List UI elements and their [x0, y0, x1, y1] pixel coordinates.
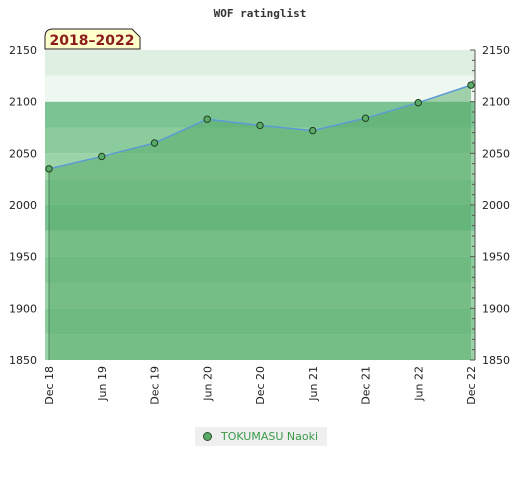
y-tick-label-right: 2000 [482, 199, 510, 212]
legend-marker-icon [203, 432, 212, 441]
y-tick-label-right: 1950 [482, 251, 510, 264]
y-tick-label-right: 1850 [482, 354, 510, 367]
data-point [203, 115, 211, 123]
y-axis-left: 1850 1900 1950 2000 2050 2100 2150 [9, 44, 37, 367]
period-badge-text: 2018–2022 [50, 33, 135, 49]
data-point [361, 114, 370, 122]
y-tick-label-left: 2000 [9, 199, 37, 212]
data-point [45, 165, 53, 173]
x-tick-label: Jun 20 [201, 366, 214, 402]
y-tick-label-right: 1900 [482, 302, 510, 315]
data-points [45, 81, 475, 173]
x-tick-label: Dec 22 [465, 366, 478, 405]
rating-area-fill [49, 85, 471, 360]
x-tick-label: Dec 21 [360, 366, 373, 405]
x-tick-label: Dec 18 [43, 366, 56, 405]
x-tick-label: Jun 22 [412, 366, 425, 402]
x-tick-label: Jun 21 [307, 366, 320, 402]
legend: TOKUMASU Naoki [195, 427, 327, 446]
y-tick-label-left: 2050 [9, 147, 37, 160]
data-point [256, 121, 264, 130]
x-tick-label: Dec 20 [254, 366, 267, 405]
y-tick-label-left: 2100 [9, 96, 37, 109]
y-tick-label-right: 2050 [482, 147, 510, 160]
x-tick-label: Dec 19 [149, 366, 162, 405]
data-point [98, 152, 106, 161]
y-tick-label-left: 1900 [9, 302, 37, 315]
data-point [309, 126, 317, 135]
y-tick-label-left: 1950 [9, 251, 37, 264]
data-point [467, 81, 475, 89]
x-tick-label: Jun 19 [96, 366, 109, 402]
y-axis-right: 1850 1900 1950 2000 2050 2100 2150 [470, 44, 510, 367]
legend-label: TOKUMASU Naoki [221, 430, 319, 443]
chart-title: WOF ratinglist [214, 7, 307, 20]
period-badge: 2018–2022 [44, 28, 141, 50]
x-axis: Dec 18 Jun 19 Dec 19 Jun 20 Dec 20 Jun 21 Dec … [43, 366, 478, 405]
y-tick-label-right: 2150 [482, 44, 510, 57]
background-band [45, 50, 475, 76]
y-tick-label-left: 2150 [9, 44, 37, 57]
data-point [414, 99, 422, 107]
y-tick-label-right: 2100 [482, 96, 510, 109]
data-point [150, 139, 159, 147]
background-band [45, 75, 475, 102]
y-tick-label-left: 1850 [9, 354, 37, 367]
